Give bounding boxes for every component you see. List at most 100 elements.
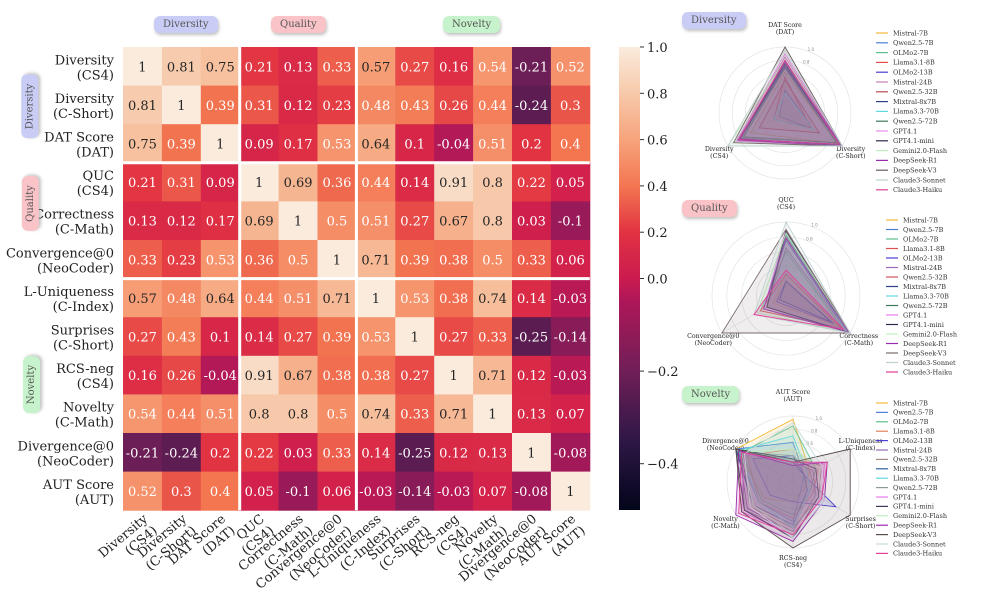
- cell-value-label: 0.43: [167, 331, 196, 346]
- heatmap-cell: [395, 124, 435, 164]
- colorbar-bar: [619, 47, 640, 510]
- cell-value-label: 0.48: [167, 292, 196, 307]
- cell-value-label: 0.12: [284, 99, 313, 114]
- heatmap-cell: [317, 355, 357, 395]
- cell-value-label: 0.64: [361, 138, 390, 153]
- legend-entry-label: DeepSeek-V3: [903, 349, 947, 357]
- heatmap-cell: [317, 240, 357, 280]
- cell-value-label: 0.71: [322, 292, 351, 307]
- heatmap-cell: [550, 471, 591, 511]
- legend-entry-label: Mistral-7B: [893, 29, 928, 37]
- heatmap-cell: [512, 317, 552, 357]
- radar-badge-novelty: Novelty: [682, 386, 740, 403]
- cell-value-label: 1: [294, 215, 302, 230]
- heatmap-cell: [278, 240, 318, 280]
- radar-axis-label-line: Surprises: [845, 516, 876, 523]
- legend-entry-label: Qwen2.5-7B: [903, 226, 944, 234]
- radar-axis-label-line: Convergence@0: [687, 333, 739, 340]
- radar-axis-label-line: (NeoCoder): [707, 445, 744, 452]
- cell-value-label: 0.21: [245, 60, 274, 75]
- heatmap-cell: [161, 355, 202, 395]
- cell-value-label: 0.27: [284, 331, 313, 346]
- cell-value-label: 0.74: [478, 292, 507, 307]
- heatmap-cell: [200, 471, 241, 511]
- heatmap-cell: [239, 162, 280, 202]
- cell-value-label: -0.03: [359, 485, 392, 500]
- cell-value-label: 0.57: [128, 292, 157, 307]
- group-badge-quality-top: Quality: [271, 16, 326, 33]
- heatmap-cell: [317, 124, 357, 164]
- row-tick-label: AUT Score (AUT): [42, 478, 114, 508]
- heatmap-cell: [550, 85, 591, 125]
- radar-series-polygon: [743, 421, 825, 539]
- radar-series-polygon: [732, 46, 843, 147]
- legend-entry-label: OLMo2-13B: [903, 254, 943, 262]
- cell-value-label: 0.8: [288, 408, 309, 423]
- heatmap-cell: [473, 162, 513, 202]
- cell-value-label: 0.4: [560, 138, 581, 153]
- legend-entry-label: Llama3.1-8B: [893, 59, 935, 67]
- cell-value-label: 0.03: [517, 215, 546, 230]
- cell-value-label: 0.22: [517, 176, 546, 191]
- cell-value-label: 0.12: [439, 446, 468, 461]
- heatmap-cell: [123, 317, 163, 357]
- row-tick-label: Convergence@0 (NeoCoder): [6, 246, 114, 276]
- heatmap-cell: [395, 394, 435, 434]
- heatmap-cell: [239, 394, 280, 434]
- heatmap-cell: [239, 278, 280, 318]
- legend-entry-label: OLMo2-7B: [903, 235, 939, 243]
- cell-value-label: 0.54: [128, 408, 157, 423]
- cell-value-label: 0.5: [327, 215, 348, 230]
- heatmap-cell: [278, 162, 318, 202]
- legend-entry-label: Llama3.3-70B: [893, 475, 939, 483]
- heatmap-cell: [161, 47, 202, 87]
- heatmap-cell: [473, 240, 513, 280]
- colorbar: 1.0 0.8 0.6 0.4 0.2 0.0 −0.2 −0.4: [619, 41, 679, 510]
- heatmap-cell: [512, 47, 552, 87]
- row-tick-label-line: (C-Math): [55, 416, 114, 431]
- cell-value-label: 0.21: [128, 176, 157, 191]
- cell-value-label: 0.27: [400, 369, 429, 384]
- cell-value-label: 0.69: [284, 176, 313, 191]
- cell-value-label: 1: [566, 485, 574, 500]
- heatmap-cell: [123, 355, 163, 395]
- cell-value-label: 0.38: [439, 292, 468, 307]
- cell-value-label: -0.25: [515, 331, 548, 346]
- heatmap-cell: [356, 471, 396, 511]
- cell-value-label: 0.67: [439, 215, 468, 230]
- cell-value-label: 0.12: [167, 215, 196, 230]
- heatmap-cell: [161, 317, 202, 357]
- heatmap-cell: [512, 162, 552, 202]
- radar-axis-label: Novelty (C-Math): [711, 516, 740, 530]
- heatmap-cell: [356, 240, 396, 280]
- row-tick-label-line: (AUT): [75, 493, 114, 508]
- cell-value-label: 0.16: [128, 369, 157, 384]
- cell-value-label: -0.03: [554, 292, 587, 307]
- cell-value-label: 0.33: [322, 446, 351, 461]
- cell-value-label: 0.53: [206, 253, 235, 268]
- heatmap-cell: [395, 85, 435, 125]
- legend-entry-label: Claude3-Haiku: [893, 550, 942, 558]
- heatmap-cell: [434, 433, 474, 473]
- legend-entry-label: Claude3-Sonnet: [903, 359, 956, 367]
- radar-series-polygon: [753, 269, 845, 330]
- radar-axis-label: Convergence@0 (NeoCoder): [687, 333, 739, 347]
- cell-value-label: 0.33: [400, 408, 429, 423]
- radar-chart-quality: 0.8 1.0 QUC (CS4) Correctness (C-Math) Converg…: [687, 197, 957, 376]
- heatmap-cell: [317, 85, 357, 125]
- cell-value-label: 0.14: [245, 331, 274, 346]
- legend-entry-label: Qwen2.5-32B: [893, 88, 938, 96]
- legend-entry-label: GPT4.1-mini: [893, 137, 934, 145]
- cell-value-label: 0.1: [210, 331, 231, 346]
- heatmap-cell: [317, 394, 357, 434]
- row-tick-label-line: RCS-neg: [56, 362, 114, 377]
- radar-ring-label: 1.0: [811, 222, 818, 227]
- colorbar-tick-label: −0.4: [647, 458, 679, 473]
- legend-entry-label: GPT4.1-mini: [903, 321, 944, 329]
- heatmap-cell: [278, 355, 318, 395]
- cell-value-label: 0.91: [439, 176, 468, 191]
- radar-series-polygon: [727, 49, 843, 147]
- cell-value-label: 1: [255, 176, 263, 191]
- cell-value-label: 0.8: [482, 176, 503, 191]
